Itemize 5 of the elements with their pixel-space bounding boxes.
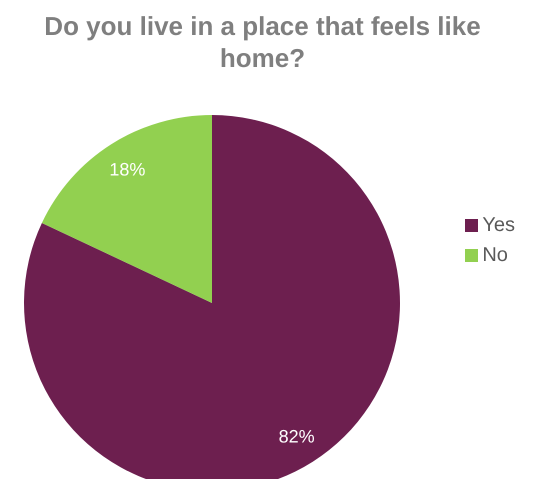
legend-label: No bbox=[482, 244, 508, 266]
data-label: 18% bbox=[109, 160, 146, 180]
data-label: 82% bbox=[278, 426, 315, 446]
legend-label: Yes bbox=[482, 214, 515, 236]
chart-title: Do you live in a place that feels like home? bbox=[43, 10, 482, 74]
